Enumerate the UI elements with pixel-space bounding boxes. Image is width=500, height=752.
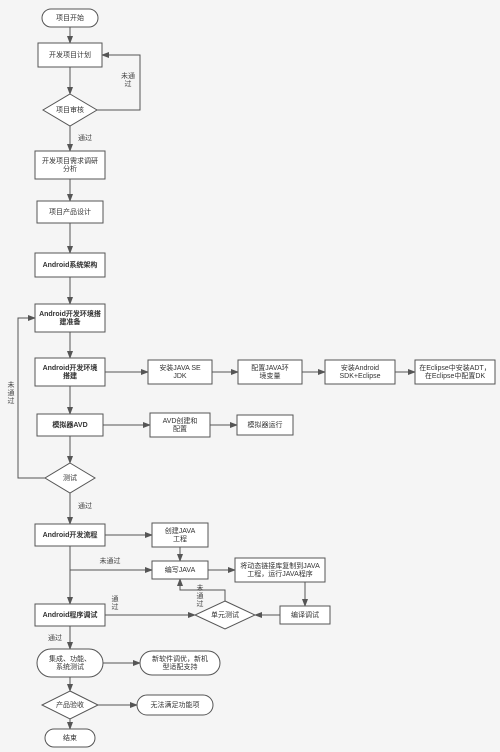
svg-text:项目审核: 项目审核: [56, 105, 84, 114]
svg-text:建准备: 建准备: [60, 317, 82, 326]
edge-test1-envprep: [18, 318, 45, 478]
svg-text:配置JAVA环: 配置JAVA环: [251, 364, 288, 372]
node-avdrun: 模拟器运行: [237, 415, 293, 435]
svg-text:通: 通: [197, 591, 204, 600]
svg-text:系统测试: 系统测试: [56, 662, 84, 671]
node-sdk: 安装AndroidSDK+Eclipse: [325, 360, 395, 384]
svg-text:过: 过: [8, 396, 15, 405]
node-arch: Android系统架构: [35, 253, 105, 277]
node-systest: 集成、功能、系统测试: [37, 649, 103, 677]
svg-text:通过: 通过: [78, 501, 92, 510]
node-envprep: Android开发环境搭建准备: [35, 304, 105, 332]
svg-text:境变量: 境变量: [260, 371, 281, 380]
svg-text:编写JAVA: 编写JAVA: [165, 565, 196, 574]
svg-text:JDK: JDK: [173, 373, 187, 380]
svg-text:安装JAVA SE: 安装JAVA SE: [159, 363, 201, 372]
svg-text:未通: 未通: [121, 71, 135, 80]
node-adt: 在Eclipse中安装ADT，在Eclipse中配置DK: [415, 360, 495, 384]
svg-text:Android开发流程: Android开发流程: [43, 530, 98, 539]
svg-text:集成、功能、: 集成、功能、: [49, 654, 91, 663]
svg-text:在Eclipse中配置DK: 在Eclipse中配置DK: [425, 371, 486, 380]
node-debug: Android程序调试: [35, 604, 105, 626]
svg-text:模拟器AVD: 模拟器AVD: [52, 420, 87, 429]
svg-text:SDK+Eclipse: SDK+Eclipse: [339, 373, 380, 380]
node-start: 项目开始: [42, 9, 98, 27]
svg-text:通: 通: [8, 388, 15, 397]
node-accept: 产品验收: [42, 691, 98, 719]
node-compile: 编译调试: [280, 606, 330, 624]
node-audit: 项目审核: [43, 94, 97, 126]
svg-text:工程，运行JAVA程序: 工程，运行JAVA程序: [247, 569, 312, 578]
svg-text:配置: 配置: [173, 425, 187, 433]
svg-text:搭建: 搭建: [63, 371, 78, 380]
svg-text:开发项目计划: 开发项目计划: [49, 50, 91, 59]
svg-text:模拟器运行: 模拟器运行: [248, 420, 283, 429]
svg-text:通过: 通过: [78, 133, 92, 142]
node-test1: 测试: [45, 463, 95, 493]
node-design: 项目产品设计: [37, 201, 103, 223]
svg-text:项目产品设计: 项目产品设计: [49, 207, 91, 216]
svg-text:产品验收: 产品验收: [56, 700, 84, 709]
svg-text:型适配支持: 型适配支持: [163, 662, 198, 671]
node-newver: 新软件调优，新机型适配支持: [140, 651, 220, 675]
svg-text:过: 过: [112, 602, 119, 611]
svg-text:创建JAVA: 创建JAVA: [165, 526, 196, 535]
svg-text:工程: 工程: [173, 534, 187, 543]
svg-text:将动态链接库复制到JAVA: 将动态链接库复制到JAVA: [240, 561, 320, 570]
svg-text:无法满足功能项: 无法满足功能项: [151, 700, 200, 709]
node-copylib: 将动态链接库复制到JAVA工程，运行JAVA程序: [235, 558, 325, 582]
svg-text:AVD创建和: AVD创建和: [163, 416, 198, 425]
svg-text:新软件调优，新机: 新软件调优，新机: [152, 654, 208, 663]
node-cantmeet: 无法满足功能项: [137, 695, 213, 715]
svg-text:Android开发环境搭: Android开发环境搭: [39, 309, 101, 318]
svg-text:Android程序调试: Android程序调试: [43, 610, 98, 619]
svg-text:分析: 分析: [63, 164, 77, 173]
node-plan: 开发项目计划: [38, 43, 102, 67]
svg-text:通过: 通过: [48, 633, 62, 642]
svg-text:未: 未: [8, 380, 15, 389]
svg-text:测试: 测试: [63, 473, 77, 482]
svg-text:过: 过: [125, 79, 132, 88]
svg-text:Android开发环境: Android开发环境: [43, 363, 98, 372]
svg-text:安装Android: 安装Android: [341, 363, 379, 372]
node-writejava: 编写JAVA: [152, 561, 208, 579]
node-req: 开发项目需求调研分析: [35, 151, 105, 179]
node-jdk: 安装JAVA SEJDK: [148, 360, 212, 384]
svg-text:未: 未: [197, 583, 204, 592]
node-end: 结束: [45, 729, 95, 747]
node-avdcfg: AVD创建和配置: [150, 413, 210, 437]
svg-text:未通过: 未通过: [100, 556, 121, 565]
svg-text:开发项目需求调研: 开发项目需求调研: [42, 156, 98, 165]
svg-text:通: 通: [112, 594, 119, 603]
node-avd: 模拟器AVD: [37, 414, 103, 436]
svg-text:编译调试: 编译调试: [291, 610, 319, 619]
svg-text:单元测试: 单元测试: [211, 610, 239, 619]
svg-text:结束: 结束: [63, 733, 77, 742]
node-createprj: 创建JAVA工程: [152, 523, 208, 547]
svg-text:Android系统架构: Android系统架构: [43, 260, 98, 269]
node-envbuild: Android开发环境搭建: [35, 358, 105, 386]
node-unit: 单元测试: [195, 601, 255, 629]
node-javaenv: 配置JAVA环境变量: [238, 360, 302, 384]
edge-audit-plan: [97, 55, 140, 110]
svg-text:项目开始: 项目开始: [56, 13, 84, 22]
svg-text:在Eclipse中安装ADT，: 在Eclipse中安装ADT，: [419, 363, 491, 372]
svg-text:过: 过: [197, 599, 204, 608]
node-devflow: Android开发流程: [35, 524, 105, 546]
